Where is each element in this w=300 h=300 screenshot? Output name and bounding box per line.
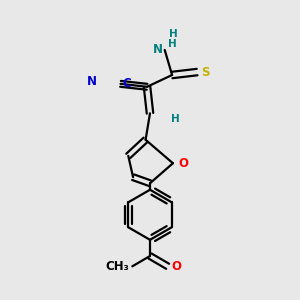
Text: H: H — [171, 114, 179, 124]
Text: N: N — [153, 44, 163, 56]
Text: H: H — [168, 38, 176, 49]
Text: CH₃: CH₃ — [105, 260, 129, 273]
Text: O: O — [171, 260, 181, 273]
Text: S: S — [201, 66, 209, 79]
Text: O: O — [178, 157, 188, 170]
Text: H: H — [169, 29, 178, 39]
Text: C: C — [122, 77, 131, 90]
Text: N: N — [87, 75, 97, 88]
